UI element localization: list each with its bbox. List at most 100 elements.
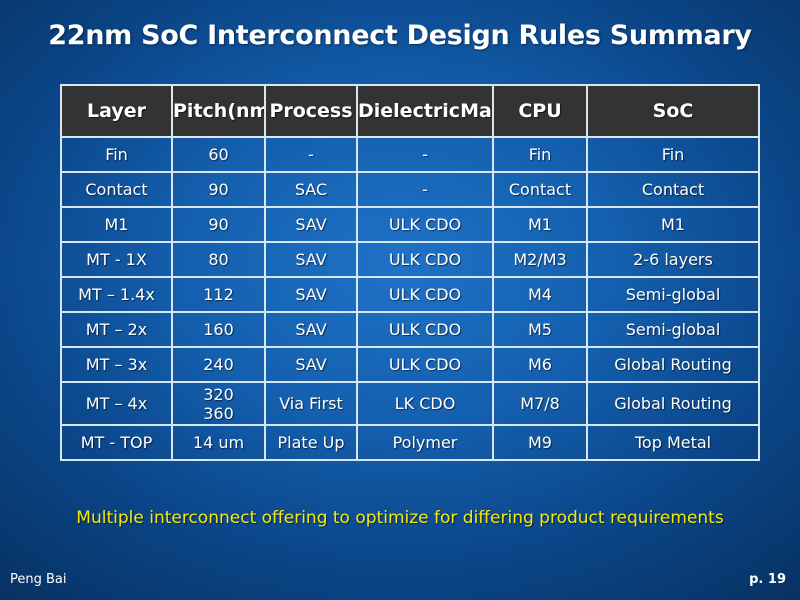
cell-soc: Semi-global [586,311,760,348]
cell-dielectric-text: LK CDO [394,394,456,413]
cell-dielectric: - [356,171,494,208]
cell-soc-text: Global Routing [614,394,732,413]
header-pitch: Pitch(nm) [171,84,266,138]
cell-pitch: 112 [171,276,266,313]
cell-layer-text: MT – 1.4x [78,285,155,304]
cell-pitch-text: 60 [208,145,229,164]
cell-dielectric-text: ULK CDO [388,285,462,304]
cell-pitch: 160 [171,311,266,348]
cell-process: Plate Up [264,424,358,461]
table-row: M1 90 SAV ULK CDO M1 M1 [60,206,760,243]
design-rules-table: Layer Pitch(nm) Process DielectricMateri… [60,84,760,461]
cell-dielectric: ULK CDO [356,241,494,278]
header-soc: SoC [586,84,760,138]
cell-soc: Fin [586,136,760,173]
cell-process-text: SAC [294,180,328,199]
cell-pitch-text: 90 [208,215,229,234]
cell-process-text: Via First [279,394,343,413]
cell-soc: M1 [586,206,760,243]
cell-layer-text: MT - TOP [80,433,153,452]
cell-dielectric: ULK CDO [356,206,494,243]
cell-process-text: - [308,145,314,164]
cell-soc: Semi-global [586,276,760,313]
cell-cpu: M4 [492,276,588,313]
cell-layer-text: MT – 2x [85,320,148,339]
cell-cpu: M1 [492,206,588,243]
slide-subtitle: Multiple interconnect offering to optimi… [76,508,724,528]
cell-pitch-text: 112 [203,285,234,304]
cell-layer: MT – 4x [60,381,173,426]
cell-layer: Fin [60,136,173,173]
header-dielectric-text-2: Materials [460,99,492,122]
header-pitch-unit: (nm) [227,99,263,122]
cell-soc-text: Fin [661,145,685,164]
cell-cpu-text: M6 [528,355,552,374]
table-row: Fin 60 - - Fin Fin [60,136,760,173]
table-row: MT – 1.4x 112 SAV ULK CDO M4 Semi-global [60,276,760,313]
cell-pitch-text: 14 um [192,433,245,452]
cell-pitch: 14 um [171,424,266,461]
cell-process: SAV [264,206,358,243]
cell-cpu-text: M9 [528,433,552,452]
header-process-text: Process [269,99,353,122]
cell-soc-text: M1 [661,215,685,234]
cell-cpu: M5 [492,311,588,348]
cell-layer: MT - 1X [60,241,173,278]
cell-soc: Top Metal [586,424,760,461]
cell-dielectric-text: ULK CDO [388,250,462,269]
table-row: MT - TOP 14 um Plate Up Polymer M9 Top Metal [60,424,760,461]
cell-process-text: SAV [295,285,327,304]
cell-process: SAV [264,346,358,383]
cell-dielectric-text: ULK CDO [388,215,462,234]
header-layer-text: Layer [87,99,146,122]
header-cpu-text: CPU [518,99,562,122]
cell-cpu-text: M7/8 [520,394,560,413]
cell-pitch-text: 80 [208,250,229,269]
header-pitch-text: Pitch [173,99,228,122]
cell-cpu: M9 [492,424,588,461]
cell-layer-text: Contact [85,180,148,199]
cell-dielectric: LK CDO [356,381,494,426]
header-dielectric: DielectricMaterials [356,84,494,138]
cell-dielectric-text: ULK CDO [388,320,462,339]
cell-process: - [264,136,358,173]
cell-dielectric-text: - [422,145,428,164]
header-soc-text: SoC [652,99,694,122]
cell-process: SAV [264,241,358,278]
cell-layer-text: MT – 3x [85,355,148,374]
cell-layer-text: M1 [104,215,129,234]
cell-pitch-text: 320 [203,384,234,404]
cell-soc-text: 2-6 layers [633,250,713,269]
cell-layer-text: MT – 4x [85,394,148,413]
table-row: MT – 2x 160 SAV ULK CDO M5 Semi-global [60,311,760,348]
cell-dielectric: Polymer [356,424,494,461]
cell-soc-text: Contact [641,180,705,199]
cell-pitch: 80 [171,241,266,278]
cell-cpu: Fin [492,136,588,173]
cell-pitch-text: 160 [203,320,234,339]
cell-process-text: Plate Up [277,433,345,452]
cell-soc-text: Semi-global [625,285,721,304]
cell-dielectric-text: Polymer [392,433,458,452]
cell-pitch-text: 240 [203,355,234,374]
cell-process-text: SAV [295,355,327,374]
cell-process: SAV [264,311,358,348]
cell-cpu: M7/8 [492,381,588,426]
slide-title: 22nm SoC Interconnect Design Rules Summa… [48,20,752,51]
cell-cpu-text: M5 [528,320,552,339]
cell-pitch: 320 360 [171,381,266,426]
table-row: MT – 3x 240 SAV ULK CDO M6 Global Routing [60,346,760,383]
table-header-row: Layer Pitch(nm) Process DielectricMateri… [60,84,760,138]
cell-cpu: Contact [492,171,588,208]
cell-process: SAV [264,276,358,313]
cell-dielectric-text: - [422,180,428,199]
cell-process-text: SAV [295,215,327,234]
cell-cpu-text: M4 [528,285,552,304]
cell-dielectric: - [356,136,494,173]
table-row: Contact 90 SAC - Contact Contact [60,171,760,208]
cell-dielectric: ULK CDO [356,311,494,348]
author-name: Peng Bai [10,572,67,587]
table-row: MT – 4x 320 360 Via First LK CDO M7/8 Global R… [60,381,760,426]
cell-pitch-text: 360 [203,403,234,423]
cell-pitch: 60 [171,136,266,173]
